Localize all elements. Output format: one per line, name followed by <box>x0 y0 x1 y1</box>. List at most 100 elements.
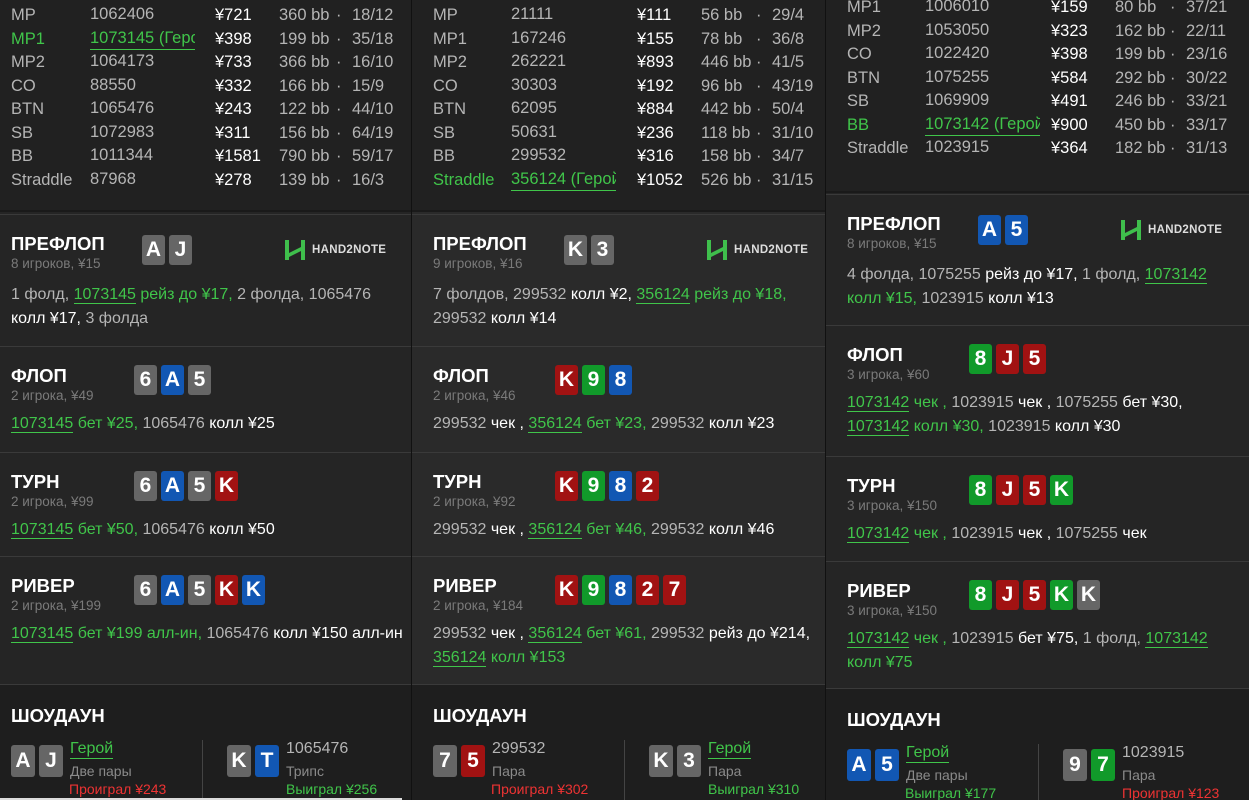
player-row[interactable]: CO 88550 ¥332 166 bb · 15/9 <box>0 75 411 98</box>
player-row[interactable]: MP 21111 ¥111 56 bb · 29/4 <box>412 4 825 27</box>
player-id[interactable]: 1062406 <box>90 5 155 23</box>
hero-id-link[interactable]: 1073145 <box>11 415 74 433</box>
showdown-player-name[interactable]: Герой <box>708 740 752 759</box>
player-row[interactable]: BB 1073142 (Герой) ¥900 450 bb · 33/17 <box>826 114 1249 137</box>
player-id[interactable]: 167246 <box>511 28 567 47</box>
player-row[interactable]: SB 1069909 ¥491 246 bb · 33/21 <box>826 90 1249 113</box>
player-id[interactable]: 21111 <box>511 5 554 23</box>
street-section: ПРЕФЛОП 9 игроков, ¥16 K 3 HAND2NOTE 7 фолдов… <box>412 214 825 344</box>
playing-card: 8 <box>609 471 632 501</box>
player-id[interactable]: 88550 <box>90 75 136 94</box>
player-id[interactable]: 1064173 <box>90 52 155 70</box>
hero-id-link[interactable]: 1073142 <box>1144 266 1207 284</box>
player-id[interactable]: 50631 <box>511 122 557 141</box>
player-row[interactable]: MP2 1053050 ¥323 162 bb · 22/11 <box>826 20 1249 43</box>
street-title: ПРЕФЛОП <box>433 233 527 254</box>
street-pot: 3 игрока, ¥150 <box>847 603 937 618</box>
separator-dot: · <box>756 6 762 24</box>
street-section: РИВЕР 3 игрока, ¥150 8 J 5 K K 1073142 чек , 10… <box>826 561 1249 687</box>
player-row[interactable]: MP1 167246 ¥155 78 bb · 36/8 <box>412 28 825 51</box>
playing-card: 2 <box>636 575 659 605</box>
player-id[interactable]: 62095 <box>511 99 557 117</box>
position-label: BTN <box>847 68 880 87</box>
player-row[interactable]: MP1 1006010 ¥159 80 bb · 37/21 <box>826 0 1249 19</box>
playing-card: 5 <box>875 749 899 781</box>
player-id[interactable]: 1006010 <box>925 0 990 15</box>
player-id[interactable]: 1075255 <box>925 67 990 86</box>
hero-id-link[interactable]: 356124 <box>528 625 582 643</box>
hero-id-link[interactable]: 1073142 <box>847 525 910 543</box>
playing-card: K <box>564 235 587 265</box>
player-id[interactable]: 1011344 <box>90 146 154 164</box>
hero-id-link[interactable]: 1073142 <box>1145 630 1208 648</box>
hero-id-link[interactable]: 356124 <box>433 649 487 667</box>
hero-id-link[interactable]: 356124 <box>528 521 582 539</box>
street-section: ФЛОП 2 игрока, ¥46 K 9 8 299532 чек , 356124 … <box>412 346 825 451</box>
hero-id-link[interactable]: 1073142 <box>847 630 910 648</box>
player-row[interactable]: BB 299532 ¥316 158 bb · 34/7 <box>412 145 825 168</box>
player-row[interactable]: Straddle 87968 ¥278 139 bb · 16/3 <box>0 169 411 192</box>
player-id[interactable]: 1023915 <box>925 138 990 156</box>
street-pot: 2 игрока, ¥184 <box>433 598 523 613</box>
separator-dot: · <box>756 53 762 71</box>
position-label: SB <box>847 92 870 110</box>
separator-dot: · <box>1170 0 1176 16</box>
showdown-hand-rank: Пара <box>708 763 742 779</box>
player-row[interactable]: MP2 262221 ¥893 446 bb · 41/5 <box>412 51 825 74</box>
separator-dot: · <box>336 100 342 118</box>
player-row[interactable]: BTN 1075255 ¥584 292 bb · 30/22 <box>826 67 1249 90</box>
showdown-divider <box>202 740 203 800</box>
playing-card: 8 <box>969 580 992 610</box>
separator-dot: · <box>336 170 342 189</box>
player-row[interactable]: MP2 1064173 ¥733 366 bb · 16/10 <box>0 51 411 74</box>
stack-amount: ¥159 <box>1051 0 1088 16</box>
showdown-player-name[interactable]: Герой <box>70 740 114 759</box>
player-id[interactable]: 30303 <box>511 75 557 94</box>
player-row[interactable]: BB 1011344 ¥1581 790 bb · 59/17 <box>0 145 411 168</box>
hero-id-link[interactable]: 356124 <box>636 286 690 304</box>
player-row[interactable]: BTN 1065476 ¥243 122 bb · 44/10 <box>0 98 411 121</box>
street-pot: 2 игрока, ¥92 <box>433 494 516 509</box>
player-row[interactable]: SB 1072983 ¥311 156 bb · 64/19 <box>0 122 411 145</box>
player-id[interactable]: 1069909 <box>925 91 990 109</box>
player-id[interactable]: 299532 <box>511 146 567 164</box>
action-text: 4 фолда, 1075255 <box>847 266 986 283</box>
player-row[interactable]: CO 1022420 ¥398 199 bb · 23/16 <box>826 43 1249 66</box>
street-pot: 2 игрока, ¥99 <box>11 494 94 509</box>
playing-card: K <box>1050 475 1073 505</box>
player-id[interactable]: 1073145 (Герой) <box>90 28 195 50</box>
player-row[interactable]: BTN 62095 ¥884 442 bb · 50/4 <box>412 98 825 121</box>
player-row[interactable]: Straddle 1023915 ¥364 182 bb · 31/13 <box>826 137 1249 160</box>
showdown-result: Проиграл ¥243 <box>69 781 167 797</box>
player-stats: 31/15 <box>772 170 814 189</box>
player-stats: 22/11 <box>1186 21 1227 40</box>
hero-id-link[interactable]: 356124 <box>528 415 582 433</box>
player-id[interactable]: 262221 <box>511 52 567 70</box>
stack-amount: ¥192 <box>637 76 674 95</box>
player-row[interactable]: MP1 1073145 (Герой) ¥398 199 bb · 35/18 <box>0 28 411 51</box>
street-section: ПРЕФЛОП 8 игроков, ¥15 A J HAND2NOTE 1 фолд, … <box>0 214 411 344</box>
player-row[interactable]: MP 1062406 ¥721 360 bb · 18/12 <box>0 4 411 27</box>
hero-id-link[interactable]: 1073145 <box>73 286 136 304</box>
hero-id-link[interactable]: 1073145 <box>11 521 74 539</box>
playing-card: T <box>255 745 279 777</box>
action-text: чек , <box>1018 394 1056 411</box>
hero-id-link[interactable]: 1073142 <box>847 394 910 412</box>
player-id[interactable]: 1072983 <box>90 122 155 141</box>
player-id[interactable]: 356124 (Герой) <box>511 169 616 191</box>
player-id[interactable]: 1022420 <box>925 44 990 62</box>
player-id[interactable]: 1053050 <box>925 20 990 39</box>
player-id[interactable]: 1065476 <box>90 99 155 117</box>
hero-id-link[interactable]: 1073145 <box>11 625 74 643</box>
player-row[interactable]: SB 50631 ¥236 118 bb · 31/10 <box>412 122 825 145</box>
stack-amount: ¥236 <box>637 123 674 142</box>
player-row[interactable]: CO 30303 ¥192 96 bb · 43/19 <box>412 75 825 98</box>
player-id[interactable]: 1073142 (Герой) <box>925 114 1040 136</box>
player-row[interactable]: Straddle 356124 (Герой) ¥1052 526 bb · 31/15 <box>412 169 825 192</box>
player-id[interactable]: 87968 <box>90 169 136 188</box>
showdown-player-name[interactable]: Герой <box>906 744 950 763</box>
hero-id-link[interactable]: 1073142 <box>847 418 910 436</box>
stack-bb: 96 bb <box>701 76 743 95</box>
